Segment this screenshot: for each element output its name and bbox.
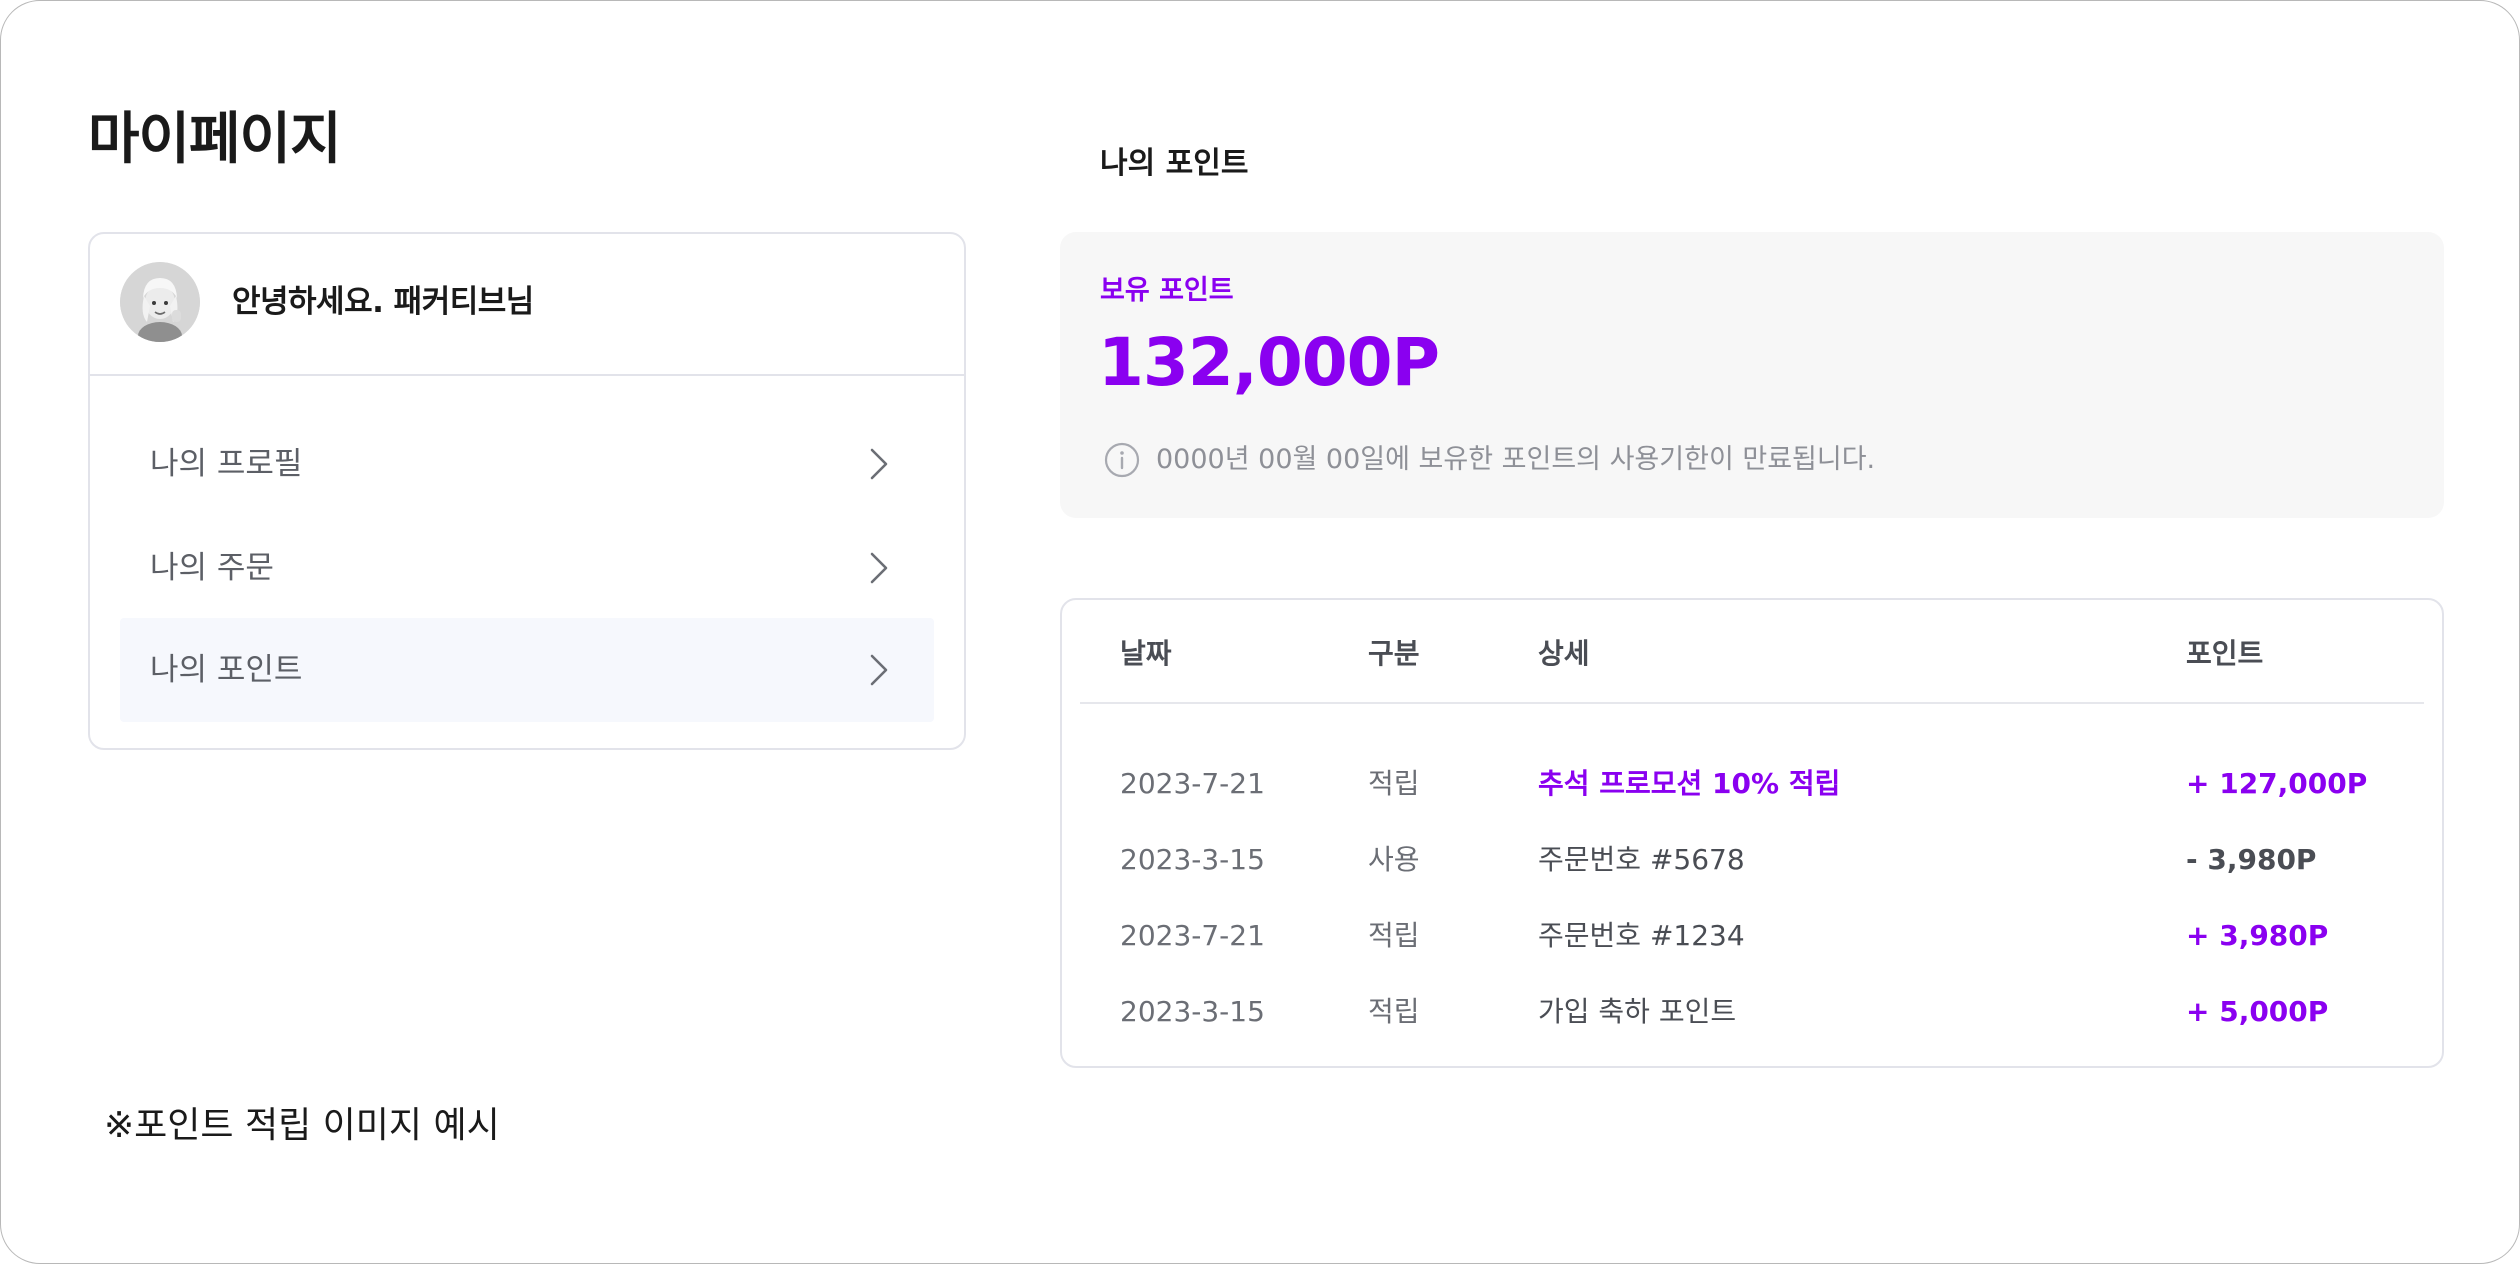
- page-title: 마이페이지: [88, 107, 342, 172]
- column-header-detail: 상세: [1538, 637, 1590, 670]
- table-row: 2023-3-15 사용 주문번호 #5678 - 3,980P: [1062, 830, 2442, 890]
- points-balance: 132,000P: [1098, 324, 1440, 401]
- menu-item-my-orders[interactable]: 나의 주문: [120, 516, 934, 620]
- points-summary-panel: 보유 포인트 132,000P 0000년 00월 00일에 보유한 포인트의 …: [1060, 232, 2444, 518]
- table-row: 2023-7-21 적립 주문번호 #1234 + 3,980P: [1062, 906, 2442, 966]
- section-title: 나의 포인트: [1100, 146, 1249, 181]
- info-icon: [1104, 442, 1140, 478]
- points-history-table: 날짜 구분 상세 포인트 2023-7-21 적립 추석 프로모션 10% 적립…: [1060, 598, 2444, 1068]
- table-row: 2023-3-15 적립 가입 축하 포인트 + 5,000P: [1062, 982, 2442, 1042]
- column-header-points: 포인트: [2186, 637, 2264, 670]
- row-detail: 추석 프로모션 10% 적립: [1538, 767, 1841, 800]
- row-date: 2023-7-21: [1120, 767, 1265, 800]
- row-type: 적립: [1368, 919, 1420, 952]
- column-header-date: 날짜: [1120, 637, 1172, 670]
- row-detail: 주문번호 #1234: [1538, 919, 1745, 952]
- column-header-type: 구분: [1368, 637, 1420, 670]
- menu-item-label: 나의 포인트: [150, 652, 303, 688]
- row-detail: 가입 축하 포인트: [1538, 995, 1737, 1028]
- row-type: 적립: [1368, 767, 1420, 800]
- menu-item-my-points[interactable]: 나의 포인트: [120, 618, 934, 722]
- row-date: 2023-3-15: [1120, 843, 1265, 876]
- table-header-divider: [1080, 702, 2424, 704]
- row-detail: 주문번호 #5678: [1538, 843, 1745, 876]
- row-date: 2023-3-15: [1120, 995, 1265, 1028]
- table-row: 2023-7-21 적립 추석 프로모션 10% 적립 + 127,000P: [1062, 754, 2442, 814]
- menu-item-my-profile[interactable]: 나의 프로필: [120, 412, 934, 516]
- points-label: 보유 포인트: [1100, 275, 1234, 306]
- row-points: + 127,000P: [2186, 767, 2368, 800]
- row-points: + 3,980P: [2186, 919, 2329, 952]
- greeting-text: 안녕하세요. 패커티브님: [232, 284, 534, 320]
- profile-row: 안녕하세요. 패커티브님: [90, 234, 964, 376]
- chevron-right-icon: [870, 552, 888, 584]
- example-footnote: ※포인트 적립 이미지 예시: [104, 1105, 500, 1146]
- row-points: - 3,980P: [2186, 843, 2317, 876]
- menu-item-label: 나의 주문: [150, 550, 274, 586]
- memoji-avatar-icon: [120, 262, 200, 342]
- menu-item-label: 나의 프로필: [150, 446, 303, 482]
- mypage-menu-card: 안녕하세요. 패커티브님 나의 프로필 나의 주문 나의 포인트: [88, 232, 966, 750]
- row-date: 2023-7-21: [1120, 919, 1265, 952]
- row-type: 적립: [1368, 995, 1420, 1028]
- chevron-right-icon: [870, 654, 888, 686]
- row-points: + 5,000P: [2186, 995, 2329, 1028]
- expiry-notice-text: 0000년 00월 00일에 보유한 포인트의 사용기한이 만료됩니다.: [1156, 444, 1876, 475]
- row-type: 사용: [1368, 843, 1420, 876]
- chevron-right-icon: [870, 448, 888, 480]
